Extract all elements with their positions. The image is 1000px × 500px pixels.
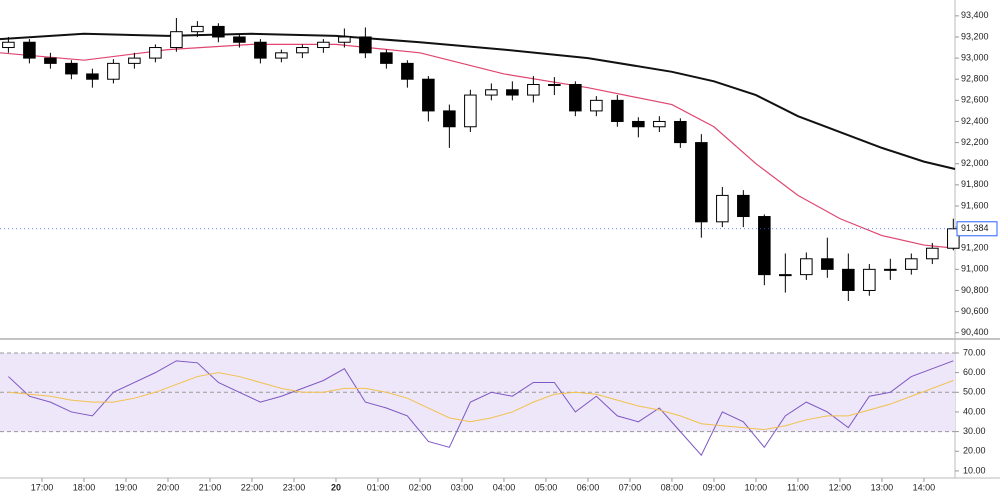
- candle-body: [548, 84, 561, 86]
- x-tick-label: 09:00: [703, 482, 726, 492]
- y-tick-label: 30.00: [963, 426, 986, 436]
- candle-body: [527, 84, 540, 96]
- candle-body: [758, 216, 771, 276]
- candle-body: [401, 62, 414, 80]
- candle-body: [86, 73, 99, 80]
- y-tick-label: 91,200: [961, 243, 989, 253]
- candle-body: [863, 268, 876, 291]
- y-tick-label: 93,000: [961, 52, 989, 62]
- y-tick-label: 91,000: [961, 264, 989, 274]
- candle-body: [254, 41, 267, 59]
- rsi-line: [8, 360, 954, 457]
- x-tick-label: 17:00: [31, 482, 54, 492]
- x-tick-label: 03:00: [451, 482, 474, 492]
- candle-body: [947, 228, 960, 249]
- x-tick-label: 04:00: [493, 482, 516, 492]
- candle-body: [737, 194, 750, 218]
- candle-body: [359, 36, 372, 54]
- x-tick-label: 13:00: [871, 482, 894, 492]
- y-tick-label: 50.00: [963, 387, 986, 397]
- candle-body: [422, 78, 435, 112]
- y-tick-label: 90,800: [961, 285, 989, 295]
- candle-body: [842, 268, 855, 291]
- candle-body: [275, 52, 288, 59]
- x-tick-label: 10:00: [745, 482, 768, 492]
- candle-body: [296, 47, 309, 54]
- y-tick-label: 92,600: [961, 95, 989, 105]
- candle-body: [2, 41, 15, 49]
- x-tick-label: 21:00: [199, 482, 222, 492]
- x-tick-label: 01:00: [367, 482, 390, 492]
- candle-body: [695, 142, 708, 223]
- candle-body: [905, 258, 918, 270]
- candle-body: [611, 99, 624, 122]
- candle-body: [317, 41, 330, 49]
- candle-body: [443, 110, 456, 128]
- candle-body: [926, 247, 939, 260]
- candle-body: [233, 36, 246, 43]
- last-price-label: 91,384: [961, 223, 989, 233]
- x-tick-label: 14:00: [913, 482, 936, 492]
- candle-body: [632, 120, 645, 128]
- candle-body: [191, 25, 204, 33]
- y-tick-label: 70.00: [963, 347, 986, 357]
- candle-body: [464, 94, 477, 128]
- candle-body: [674, 120, 687, 144]
- x-tick-label: 06:00: [577, 482, 600, 492]
- y-tick-label: 60.00: [963, 367, 986, 377]
- x-tick-label: 20: [331, 482, 341, 492]
- y-tick-label: 93,400: [961, 10, 989, 20]
- y-tick-label: 91,800: [961, 179, 989, 189]
- candle-body: [23, 41, 36, 59]
- x-tick-label: 11:00: [787, 482, 809, 492]
- x-tick-label: 05:00: [535, 482, 558, 492]
- x-tick-label: 22:00: [241, 482, 264, 492]
- y-tick-label: 92,800: [961, 74, 989, 84]
- y-tick-label: 10.00: [963, 465, 986, 475]
- candle-body: [65, 62, 78, 75]
- y-tick-label: 92,400: [961, 116, 989, 126]
- y-tick-label: 93,200: [961, 31, 989, 41]
- candle-body: [212, 25, 225, 38]
- moving-average-line: [0, 32, 956, 170]
- candle-body: [884, 268, 897, 271]
- candle-body: [149, 47, 162, 59]
- candle-body: [44, 57, 57, 64]
- y-tick-label: 40.00: [963, 406, 986, 416]
- x-tick-label: 19:00: [115, 482, 138, 492]
- y-tick-label: 91,600: [961, 200, 989, 210]
- candle-body: [170, 31, 183, 49]
- candle-body: [590, 99, 603, 112]
- candle-body: [653, 120, 666, 128]
- y-tick-label: 20.00: [963, 446, 986, 456]
- candle-body: [380, 52, 393, 64]
- x-tick-label: 08:00: [661, 482, 684, 492]
- moving-average-line: [0, 43, 956, 249]
- candle-body: [821, 258, 834, 270]
- x-tick-label: 12:00: [829, 482, 852, 492]
- candle-body: [485, 89, 498, 96]
- x-tick-label: 20:00: [157, 482, 180, 492]
- x-tick-label: 18:00: [73, 482, 96, 492]
- candle-body: [569, 84, 582, 112]
- y-tick-label: 90,600: [961, 306, 989, 316]
- candle-body: [107, 62, 120, 80]
- y-tick-label: 92,200: [961, 137, 989, 147]
- x-tick-label: 02:00: [409, 482, 432, 492]
- candle-body: [338, 36, 351, 43]
- candle-body: [779, 274, 792, 277]
- x-tick-label: 07:00: [619, 482, 642, 492]
- last-price-box: [956, 221, 998, 237]
- candle-body: [506, 89, 519, 96]
- x-tick-label: 23:00: [283, 482, 306, 492]
- rsi-ma-line: [8, 372, 954, 431]
- candle-body: [128, 57, 141, 64]
- y-tick-label: 90,400: [961, 327, 989, 337]
- candle-body: [716, 194, 729, 223]
- candle-body: [800, 258, 813, 276]
- y-tick-label: 92,000: [961, 158, 989, 168]
